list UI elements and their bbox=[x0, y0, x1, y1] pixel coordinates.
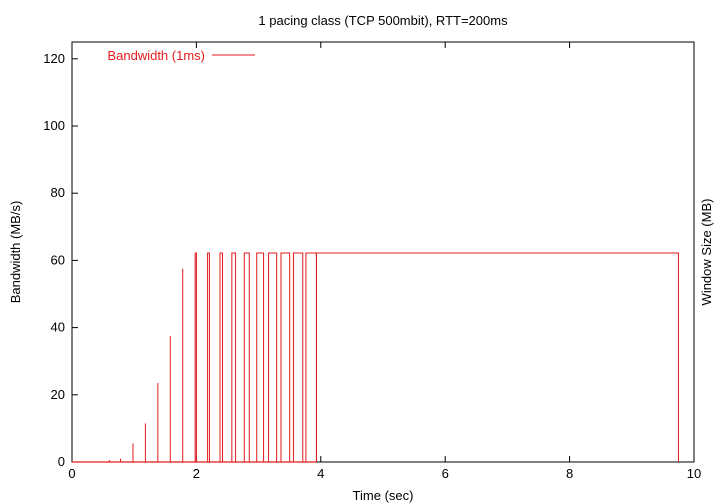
y-tick-label: 120 bbox=[43, 51, 65, 66]
bandwidth-burst bbox=[280, 252, 291, 462]
bandwidth-burst bbox=[305, 252, 317, 462]
x-tick-label: 10 bbox=[687, 466, 701, 481]
y-tick-label: 100 bbox=[43, 118, 65, 133]
x-tick-label: 2 bbox=[193, 466, 200, 481]
x-tick-label: 0 bbox=[68, 466, 75, 481]
y-tick-label: 40 bbox=[51, 320, 65, 335]
bandwidth-burst bbox=[315, 252, 679, 462]
bandwidth-burst bbox=[268, 252, 278, 462]
y-axis-label: Bandwidth (MB/s) bbox=[8, 201, 23, 304]
y-tick-label: 60 bbox=[51, 252, 65, 267]
legend: Bandwidth (1ms) bbox=[107, 48, 255, 63]
bandwidth-burst bbox=[194, 252, 197, 462]
plot-area-frame bbox=[71, 41, 695, 463]
series-layer bbox=[72, 252, 679, 463]
bandwidth-burst bbox=[219, 252, 224, 462]
x-tick-label: 4 bbox=[317, 466, 324, 481]
bandwidth-burst bbox=[292, 252, 304, 462]
chart-title: 1 pacing class (TCP 500mbit), RTT=200ms bbox=[258, 13, 508, 28]
y-tick-label: 20 bbox=[51, 387, 65, 402]
x-axis-label: Time (sec) bbox=[353, 488, 414, 503]
bandwidth-burst bbox=[243, 252, 250, 462]
y-tick-label: 0 bbox=[58, 454, 65, 469]
bandwidth-burst bbox=[231, 252, 237, 462]
y2-axis-label: Window Size (MB) bbox=[699, 199, 714, 306]
bandwidth-burst bbox=[256, 252, 265, 462]
bandwidth-burst bbox=[207, 252, 210, 462]
legend-label: Bandwidth (1ms) bbox=[107, 48, 205, 63]
x-tick-label: 6 bbox=[442, 466, 449, 481]
y-tick-label: 80 bbox=[51, 185, 65, 200]
x-tick-label: 8 bbox=[566, 466, 573, 481]
